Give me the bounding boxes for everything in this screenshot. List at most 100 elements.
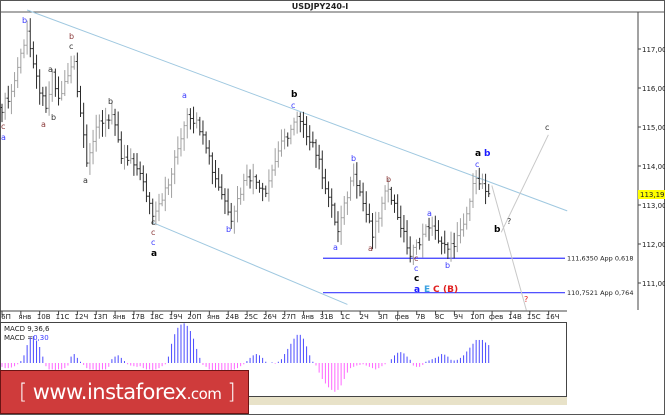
wave-label: b xyxy=(51,113,56,122)
x-tick-label: 6П xyxy=(1,313,11,321)
price-bar xyxy=(69,55,73,84)
price-bar xyxy=(251,163,255,195)
price-bar xyxy=(223,188,227,215)
price-bar xyxy=(44,86,48,113)
price-bar xyxy=(35,54,39,89)
price-bar xyxy=(317,144,321,170)
price-bar xyxy=(232,205,236,234)
wave-label: a xyxy=(151,249,157,259)
price-bar xyxy=(91,129,95,165)
price-bar xyxy=(57,76,61,106)
price-bar xyxy=(327,181,331,208)
wave-label: c xyxy=(545,123,549,132)
price-bar xyxy=(427,217,431,241)
price-bar xyxy=(474,170,478,195)
wave-label: b xyxy=(386,175,391,184)
wave-label: a xyxy=(333,243,338,252)
chart-title: USDJPY240-I xyxy=(292,2,349,11)
wave-label: c xyxy=(414,254,418,263)
price-bar xyxy=(283,128,287,150)
price-bar xyxy=(480,173,484,189)
price-bar xyxy=(411,244,415,266)
wave-label: c xyxy=(151,238,155,247)
wave-label: ? xyxy=(524,295,528,304)
price-bar xyxy=(151,198,155,225)
price-bar xyxy=(386,178,390,203)
price-bar xyxy=(424,224,428,238)
price-bar xyxy=(179,128,183,157)
projection-line xyxy=(491,185,527,311)
x-tick-label: 10В xyxy=(37,313,51,321)
level-label: 111,6350 App 0,618 xyxy=(567,255,633,263)
price-bar xyxy=(477,167,481,190)
price-bar xyxy=(185,108,189,139)
price-bar xyxy=(79,85,82,117)
price-bar xyxy=(405,220,409,255)
x-tick-label: 7В xyxy=(416,313,425,321)
macd-histogram xyxy=(1,323,490,392)
price-bar xyxy=(148,192,152,215)
price-bar xyxy=(462,213,466,237)
price-bar xyxy=(182,121,186,151)
price-bar xyxy=(267,169,271,202)
price-bar xyxy=(414,239,418,255)
x-tick-label: янв xyxy=(113,313,126,321)
banner-suffix: .com xyxy=(186,385,222,403)
price-bar xyxy=(273,148,277,176)
level-label: 110,7521 App 0,764 xyxy=(567,289,633,297)
price-bar xyxy=(88,143,92,175)
price-bar xyxy=(82,102,86,148)
x-tick-label: фев xyxy=(489,313,503,321)
price-bar xyxy=(342,195,346,225)
x-tick-label: 2Ч xyxy=(360,313,369,321)
macd-value: 0,30 xyxy=(33,334,49,342)
price-bar xyxy=(339,205,343,245)
instaforex-banner[interactable]: [www.instaforex.com] xyxy=(0,370,249,414)
wave-label: c xyxy=(151,218,155,227)
projection-lines xyxy=(491,134,549,311)
price-bar xyxy=(292,117,296,136)
price-bar xyxy=(122,144,126,170)
x-tick-label: янв xyxy=(301,313,314,321)
price-bar xyxy=(66,62,70,84)
price-bar xyxy=(408,236,412,263)
price-bar xyxy=(383,185,387,211)
price-bar xyxy=(374,211,378,249)
price-bar xyxy=(402,215,406,243)
wave-label: c xyxy=(1,122,5,131)
price-bar xyxy=(104,107,108,137)
price-bar xyxy=(245,164,249,186)
x-tick-label: 10П xyxy=(470,313,484,321)
price-bar xyxy=(210,152,214,185)
wave-label: c xyxy=(414,264,418,273)
wave-label: a xyxy=(48,65,53,74)
price-bar xyxy=(126,145,130,166)
wave-label: b xyxy=(69,32,74,41)
price-bar xyxy=(355,162,359,199)
price-bar xyxy=(433,215,437,240)
x-tick-label: 31В xyxy=(320,313,334,321)
scroll-strip[interactable] xyxy=(1,397,567,405)
price-bar xyxy=(393,194,396,213)
wave-label: c xyxy=(414,274,419,284)
price-bar xyxy=(141,165,145,192)
y-tick-label: 116,000 xyxy=(642,85,665,93)
x-tick-label: 18С xyxy=(150,313,164,321)
wave-label: b xyxy=(291,90,298,100)
x-tick-label: 9Ч xyxy=(454,313,463,321)
wave-label: C xyxy=(433,285,440,295)
price-bar xyxy=(41,86,45,106)
current-price-marker xyxy=(638,190,665,199)
price-bar xyxy=(6,85,10,109)
wave-label: b xyxy=(484,149,491,159)
price-bar xyxy=(289,124,293,145)
x-tick-label: янв xyxy=(207,313,220,321)
price-bar xyxy=(308,125,312,151)
price-bar xyxy=(220,174,224,200)
fibo-levels: 111,6350 App 0,618 110,7521 App 0,764 xyxy=(323,255,633,297)
price-bar xyxy=(349,176,353,201)
x-tick-label: 27П xyxy=(282,313,296,321)
price-bar xyxy=(323,168,327,195)
